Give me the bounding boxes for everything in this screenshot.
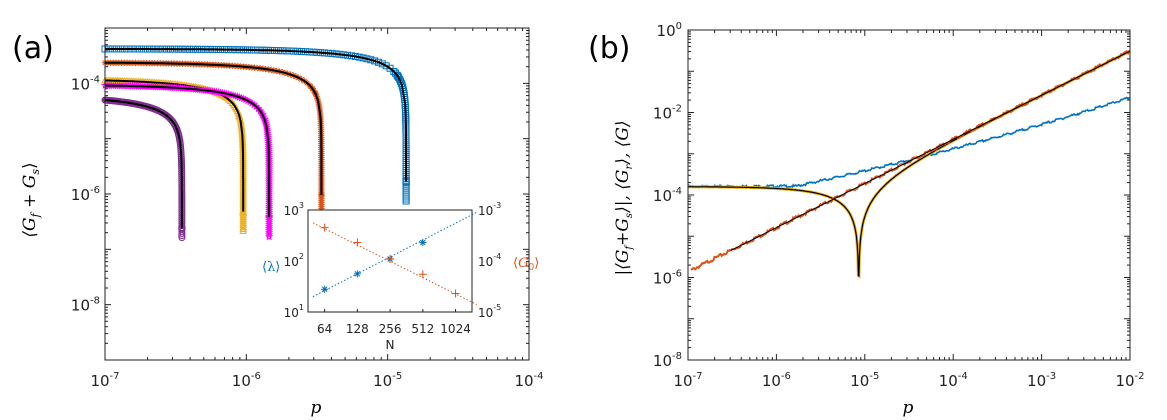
lambda-point (321, 285, 329, 293)
lambda-fit-line (312, 211, 477, 298)
data-point (239, 223, 248, 230)
y-tick-label: 10-8 (653, 351, 682, 370)
g0-fit-line (312, 222, 477, 305)
inset-x-tick-label: 1024 (440, 322, 471, 336)
data-point (402, 185, 410, 193)
panel-a-y-axis-label: ⟨Gf + Gs⟩ (20, 162, 42, 237)
x-tick-label: 10-4 (514, 371, 543, 390)
inset-left-y-tick-label: 102 (284, 252, 304, 269)
inset-left-y-axis-label: ⟨λ⟩ (262, 260, 280, 275)
fit-line (105, 84, 271, 218)
series-N=1024 (101, 45, 410, 205)
panel-a-label: (a) (12, 31, 54, 66)
data-point (265, 232, 274, 241)
fit-line (104, 47, 408, 182)
inset-left-y-tick-label: 101 (284, 303, 304, 320)
series-N=512 (101, 59, 325, 218)
panel-b-y-axis-label: |⟨Gf+Gs⟩|, ⟨Gr⟩, ⟨G⟩ (613, 120, 635, 275)
inset-x-tick-label: 64 (317, 322, 332, 336)
Gr-fit (730, 50, 1131, 251)
data-point (178, 234, 186, 242)
data-point (402, 193, 410, 201)
inset-plot (312, 211, 477, 305)
series-N=256 (100, 81, 274, 241)
panel-a: (a) 10-7 10-6 10-5 10-4 10-8 10-6 10-4 p ⟨Gf … (12, 27, 544, 418)
lambda-point (419, 239, 427, 247)
x-tick-label: 10-6 (762, 371, 791, 390)
x-tick-label: 10-5 (373, 371, 402, 390)
y-tick-label: 10-6 (71, 185, 100, 204)
x-tick-label: 10-7 (673, 371, 702, 390)
data-point (402, 191, 410, 199)
inset-right-y-tick-label: 10-3 (478, 201, 501, 218)
data-point (402, 197, 410, 205)
y-tick-label: 100 (657, 21, 682, 40)
x-tick-label: 10-4 (939, 371, 968, 390)
series-Gr (690, 50, 1131, 271)
x-tick-label: 10-7 (90, 371, 119, 390)
inset-x-tick-label: 512 (411, 322, 434, 336)
data-point (382, 62, 390, 70)
inset-x-tick-label: 128 (346, 322, 369, 336)
g0-point (418, 270, 427, 279)
panel-b-plot (687, 30, 1131, 361)
series-N=64 (101, 96, 186, 242)
y-tick-label: 10-8 (71, 296, 100, 315)
inset-chart: 64 128 256 512 1024 101 102 103 10-5 10-4 10-3 N ⟨… (262, 201, 539, 352)
data-point (239, 227, 248, 235)
inset-x-tick-label: 256 (379, 322, 402, 336)
panel-a-frame (104, 27, 530, 361)
y-tick-label: 10-6 (653, 269, 682, 288)
data-point (178, 230, 186, 238)
inset-ticks: 64 128 256 512 1024 101 102 103 10-5 10-4 10-3 (284, 201, 502, 336)
data-point (402, 189, 410, 197)
panel-a-x-tick-labels: 10-7 10-6 10-5 10-4 (90, 371, 543, 390)
g0-point (320, 223, 329, 232)
series-G (687, 96, 1131, 189)
x-tick-label: 10-3 (1027, 371, 1056, 390)
panel-b-x-axis-label: p (903, 398, 914, 418)
inset-right-y-tick-label: 10-5 (478, 303, 501, 320)
inset-right-y-axis-label: ⟨G0⟩ (513, 256, 539, 273)
panel-a-x-axis-label: p (311, 398, 322, 418)
y-tick-label: 10-2 (653, 104, 682, 123)
panel-b-y-tick-labels: 10-8 10-6 10-4 10-2 100 (653, 21, 682, 370)
panel-b: (b) 10-7 10-6 10-5 10-4 10-3 10-2 10-810-610-… (588, 21, 1145, 418)
g0-point (353, 238, 362, 247)
data-point (265, 230, 274, 239)
x-tick-label: 10-2 (1115, 371, 1144, 390)
g0-point (386, 254, 395, 263)
data-point (178, 232, 186, 240)
inset-left-y-tick-label: 103 (284, 201, 304, 218)
g0-point (451, 289, 460, 298)
lambda-point (353, 270, 361, 278)
panel-a-y-tick-labels: 10-8 10-6 10-4 (71, 74, 100, 314)
inset-right-y-tick-label: 10-4 (478, 252, 501, 269)
x-tick-label: 10-5 (850, 371, 879, 390)
y-tick-label: 10-4 (653, 186, 682, 205)
data-point (239, 207, 248, 215)
panel-b-frame (687, 29, 1131, 361)
fit-line (104, 79, 245, 212)
panel-b-label: (b) (588, 31, 630, 66)
fit-line (105, 99, 183, 229)
x-tick-label: 10-6 (232, 371, 261, 390)
data-point (239, 225, 248, 232)
fit-line (105, 61, 323, 195)
data-point (378, 60, 386, 68)
data-point (402, 187, 410, 195)
y-tick-label: 10-4 (71, 74, 100, 93)
data-point (264, 212, 274, 221)
panel-a-plot (100, 45, 410, 242)
G-line (687, 96, 1131, 189)
panel-b-x-tick-labels: 10-7 10-6 10-5 10-4 10-3 10-2 (673, 371, 1144, 390)
Gr-line (690, 50, 1131, 271)
data-point (402, 195, 410, 203)
inset-x-axis-label: N (386, 338, 395, 352)
